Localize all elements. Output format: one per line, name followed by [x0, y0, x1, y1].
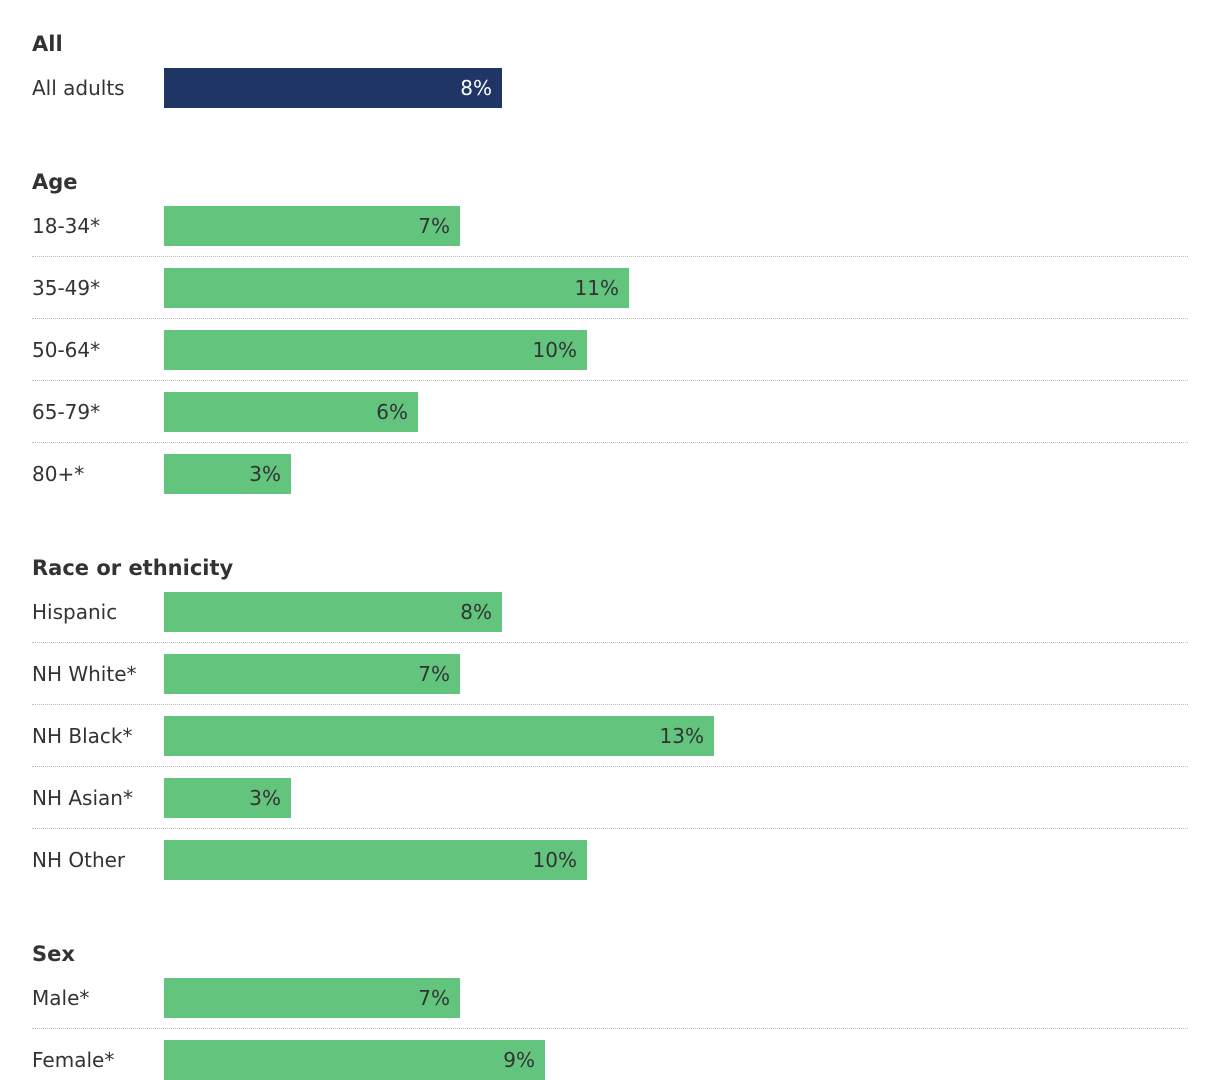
bar-value-label: 3% — [249, 462, 281, 486]
category-label: 35-49* — [32, 276, 101, 300]
category-label: 65-79* — [32, 400, 101, 424]
bar: 10% — [164, 330, 587, 370]
row-divider — [32, 828, 1188, 829]
bar-value-label: 7% — [418, 662, 450, 686]
bar: 3% — [164, 778, 291, 818]
group-title: Sex — [32, 942, 75, 966]
group-title: All — [32, 32, 63, 56]
category-label: 18-34* — [32, 214, 101, 238]
bar: 7% — [164, 206, 460, 246]
bar: 13% — [164, 716, 714, 756]
bar-value-label: 11% — [574, 276, 619, 300]
category-label: All adults — [32, 76, 125, 100]
bar-value-label: 6% — [376, 400, 408, 424]
row-divider — [32, 1028, 1188, 1029]
bar-value-label: 13% — [659, 724, 704, 748]
row-divider — [32, 442, 1188, 443]
category-label: 50-64* — [32, 338, 101, 362]
bar-value-label: 8% — [460, 600, 492, 624]
bar: 7% — [164, 654, 460, 694]
bar: 9% — [164, 1040, 545, 1080]
bar-value-label: 3% — [249, 786, 281, 810]
bar: 8% — [164, 68, 502, 108]
category-label: Hispanic — [32, 600, 118, 624]
bar: 3% — [164, 454, 291, 494]
category-label: NH Other — [32, 848, 126, 872]
bar-value-label: 10% — [532, 848, 577, 872]
bar-value-label: 7% — [418, 214, 450, 238]
category-label: NH White* — [32, 662, 137, 686]
row-divider — [32, 766, 1188, 767]
row-divider — [32, 380, 1188, 381]
bar: 11% — [164, 268, 629, 308]
bar-value-label: 7% — [418, 986, 450, 1010]
category-label: Male* — [32, 986, 90, 1010]
row-divider — [32, 704, 1188, 705]
group-title: Race or ethnicity — [32, 556, 234, 580]
row-divider — [32, 642, 1188, 643]
bar: 7% — [164, 978, 460, 1018]
row-divider — [32, 318, 1188, 319]
row-divider — [32, 256, 1188, 257]
bar: 10% — [164, 840, 587, 880]
bar: 8% — [164, 592, 502, 632]
category-label: Female* — [32, 1048, 115, 1072]
category-label: NH Black* — [32, 724, 133, 748]
bar-value-label: 8% — [460, 76, 492, 100]
bar: 6% — [164, 392, 418, 432]
category-label: NH Asian* — [32, 786, 133, 810]
group-title: Age — [32, 170, 78, 194]
category-label: 80+* — [32, 462, 85, 486]
bar-value-label: 10% — [532, 338, 577, 362]
bar-value-label: 9% — [503, 1048, 535, 1072]
